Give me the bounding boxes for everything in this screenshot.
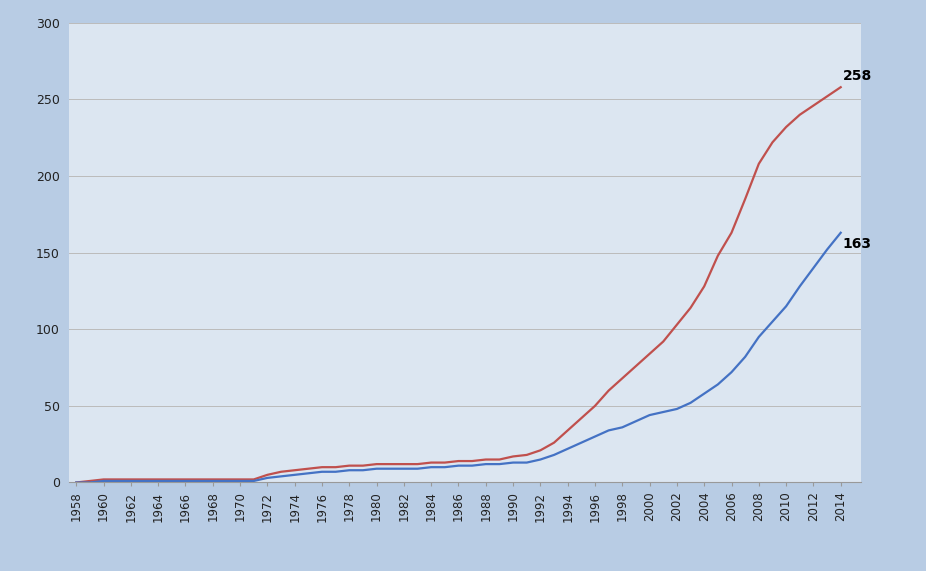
Text: 258: 258 xyxy=(843,69,872,83)
Text: 163: 163 xyxy=(843,238,871,251)
Legend: RTAs involving the G20, Cumulative physical RTAs: RTAs involving the G20, Cumulative physi… xyxy=(248,569,682,571)
